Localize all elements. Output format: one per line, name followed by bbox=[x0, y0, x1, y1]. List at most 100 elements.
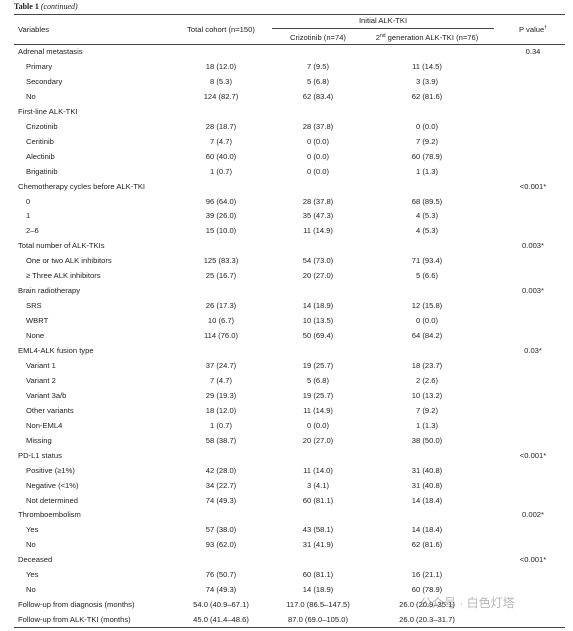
total-cell: 34 (22.7) bbox=[205, 480, 237, 490]
crizotinib-cell: 10 (13.5) bbox=[302, 316, 334, 326]
gen2-cell: 2 (2.6) bbox=[416, 375, 438, 385]
total-cell: 26 (17.3) bbox=[205, 301, 237, 311]
crizotinib-cell: 11 (14.9) bbox=[303, 405, 333, 415]
row-label: None bbox=[26, 331, 45, 341]
row-label: Yes bbox=[26, 570, 39, 580]
gen2-cell: 1 (1.3) bbox=[416, 420, 438, 430]
gen2-cell: 38 (50.0) bbox=[411, 435, 443, 445]
crizotinib-cell: 87.0 (69.0–105.0) bbox=[288, 615, 348, 625]
row-label: Alectinib bbox=[26, 151, 55, 161]
total-cell: 74 (49.3) bbox=[205, 585, 237, 595]
header-total: Total cohort (n=150) bbox=[187, 25, 255, 34]
gen2-cell: 26.0 (20.9–35.1) bbox=[399, 600, 455, 610]
section-label: PD-L1 status bbox=[18, 450, 62, 460]
gen2-cell: 62 (81.6) bbox=[411, 91, 443, 101]
gen2-cell: 3 (3.9) bbox=[416, 76, 438, 86]
row-label: Not determined bbox=[26, 495, 78, 505]
total-cell: 37 (24.7) bbox=[205, 360, 237, 370]
total-cell: 18 (12.0) bbox=[205, 405, 237, 415]
section-label: EML4-ALK fusion type bbox=[18, 346, 94, 355]
crizotinib-cell: 117.0 (86.5–147.5) bbox=[286, 600, 350, 610]
gen2-cell: 16 (21.1) bbox=[411, 570, 443, 580]
total-cell: 25 (16.7) bbox=[205, 271, 237, 281]
gen2-cell: 14 (18.4) bbox=[411, 495, 443, 505]
total-cell: 10 (6.7) bbox=[207, 316, 235, 326]
crizotinib-cell: 11 (14.9) bbox=[303, 226, 333, 236]
total-cell: 60 (40.0) bbox=[205, 151, 237, 161]
total-cell: 124 (82.7) bbox=[203, 91, 239, 101]
crizotinib-cell: 50 (69.4) bbox=[302, 331, 334, 341]
total-cell: 45.0 (41.4–48.6) bbox=[193, 615, 249, 625]
p-value: <0.001* bbox=[519, 450, 547, 460]
row-label: 0 bbox=[26, 196, 31, 206]
crizotinib-cell: 11 (14.0) bbox=[303, 465, 333, 475]
header-rule bbox=[14, 44, 565, 45]
row-label: Missing bbox=[26, 435, 52, 445]
total-cell: 114 (76.0) bbox=[203, 331, 239, 341]
gen2-prefix: 2 bbox=[375, 33, 381, 42]
section-label: Deceased bbox=[18, 555, 53, 565]
row-label: 2–6 bbox=[26, 226, 39, 236]
gen2-cell: 10 (13.2) bbox=[411, 390, 443, 400]
total-cell: 18 (12.0) bbox=[205, 61, 237, 71]
p-value: 0.002* bbox=[522, 510, 544, 520]
row-label: Variant 2 bbox=[26, 375, 56, 385]
header-p: P value† bbox=[519, 25, 547, 35]
total-cell: 1 (0.7) bbox=[210, 420, 232, 430]
row-label: Yes bbox=[26, 525, 39, 535]
total-cell: 1 (0.7) bbox=[210, 166, 232, 176]
crizotinib-cell: 60 (81.1) bbox=[302, 570, 334, 580]
crizotinib-cell: 3 (4.1) bbox=[307, 480, 329, 490]
total-cell: 58 (38.7) bbox=[205, 435, 237, 445]
group-rule bbox=[272, 28, 494, 29]
crizotinib-cell: 19 (25.7) bbox=[302, 360, 334, 370]
crizotinib-cell: 5 (6.8) bbox=[307, 375, 329, 385]
gen2-cell: 68 (89.5) bbox=[411, 196, 443, 206]
gen2-cell: 7 (9.2) bbox=[416, 405, 438, 415]
top-rule bbox=[14, 14, 565, 15]
gen2-cell: 64 (84.2) bbox=[411, 331, 443, 341]
total-cell: 7 (4.7) bbox=[210, 136, 232, 146]
row-label: Brigatinib bbox=[26, 166, 58, 176]
total-cell: 29 (19.3) bbox=[205, 390, 237, 400]
crizotinib-cell: 43 (58.1) bbox=[302, 525, 334, 535]
row-label: Variant 3a/b bbox=[26, 390, 67, 400]
section-label: Total number of ALK-TKIs bbox=[18, 241, 105, 251]
crizotinib-cell: 35 (47.3) bbox=[302, 211, 334, 221]
crizotinib-cell: 60 (81.1) bbox=[302, 495, 334, 505]
total-cell: 15 (10.0) bbox=[205, 226, 237, 236]
crizotinib-cell: 0 (0.0) bbox=[307, 136, 329, 146]
header-group: Initial ALK-TKI bbox=[358, 16, 408, 25]
gen2-cell: 60 (78.9) bbox=[411, 151, 443, 161]
gen2-cell: 62 (81.6) bbox=[411, 540, 443, 550]
p-value-label: P value bbox=[519, 25, 545, 34]
row-label: ≥ Three ALK inhibitors bbox=[26, 271, 101, 281]
row-label: No bbox=[26, 540, 36, 550]
p-value: 0.003* bbox=[522, 241, 544, 251]
p-value: 0.03* bbox=[524, 346, 542, 355]
row-label: No bbox=[26, 91, 36, 101]
row-label: 1 bbox=[26, 211, 31, 221]
table-caption: Table 1 (continued) bbox=[14, 2, 78, 12]
watermark: 公众号 · 白色灯塔 bbox=[420, 596, 515, 610]
total-cell: 74 (49.3) bbox=[205, 495, 237, 505]
crizotinib-cell: 31 (41.9) bbox=[302, 540, 334, 550]
row-label: Secondary bbox=[26, 76, 63, 86]
row-label: Positive (≥1%) bbox=[26, 465, 75, 475]
gen2-cell: 0 (0.0) bbox=[416, 316, 438, 326]
total-cell: 57 (38.0) bbox=[205, 525, 237, 535]
p-sup: † bbox=[544, 25, 547, 31]
gen2-cell: 26.0 (20.3–31.7) bbox=[399, 615, 455, 625]
crizotinib-cell: 20 (27.0) bbox=[302, 435, 334, 445]
gen2-cell: 7 (9.2) bbox=[416, 136, 438, 146]
gen2-cell: 11 (14.5) bbox=[412, 61, 442, 71]
gen2-rest: generation ALK-TKI (n=76) bbox=[385, 33, 479, 42]
row-label: Variant 1 bbox=[26, 360, 56, 370]
p-value: 0.003* bbox=[522, 286, 544, 296]
header-crizotinib: Crizotinib (n=74) bbox=[290, 33, 346, 42]
header-variables: Variables bbox=[18, 25, 50, 34]
total-cell: 7 (4.7) bbox=[210, 375, 232, 385]
title-note: (continued) bbox=[40, 2, 78, 11]
crizotinib-cell: 20 (27.0) bbox=[302, 271, 334, 281]
row-label: Other variants bbox=[26, 405, 74, 415]
